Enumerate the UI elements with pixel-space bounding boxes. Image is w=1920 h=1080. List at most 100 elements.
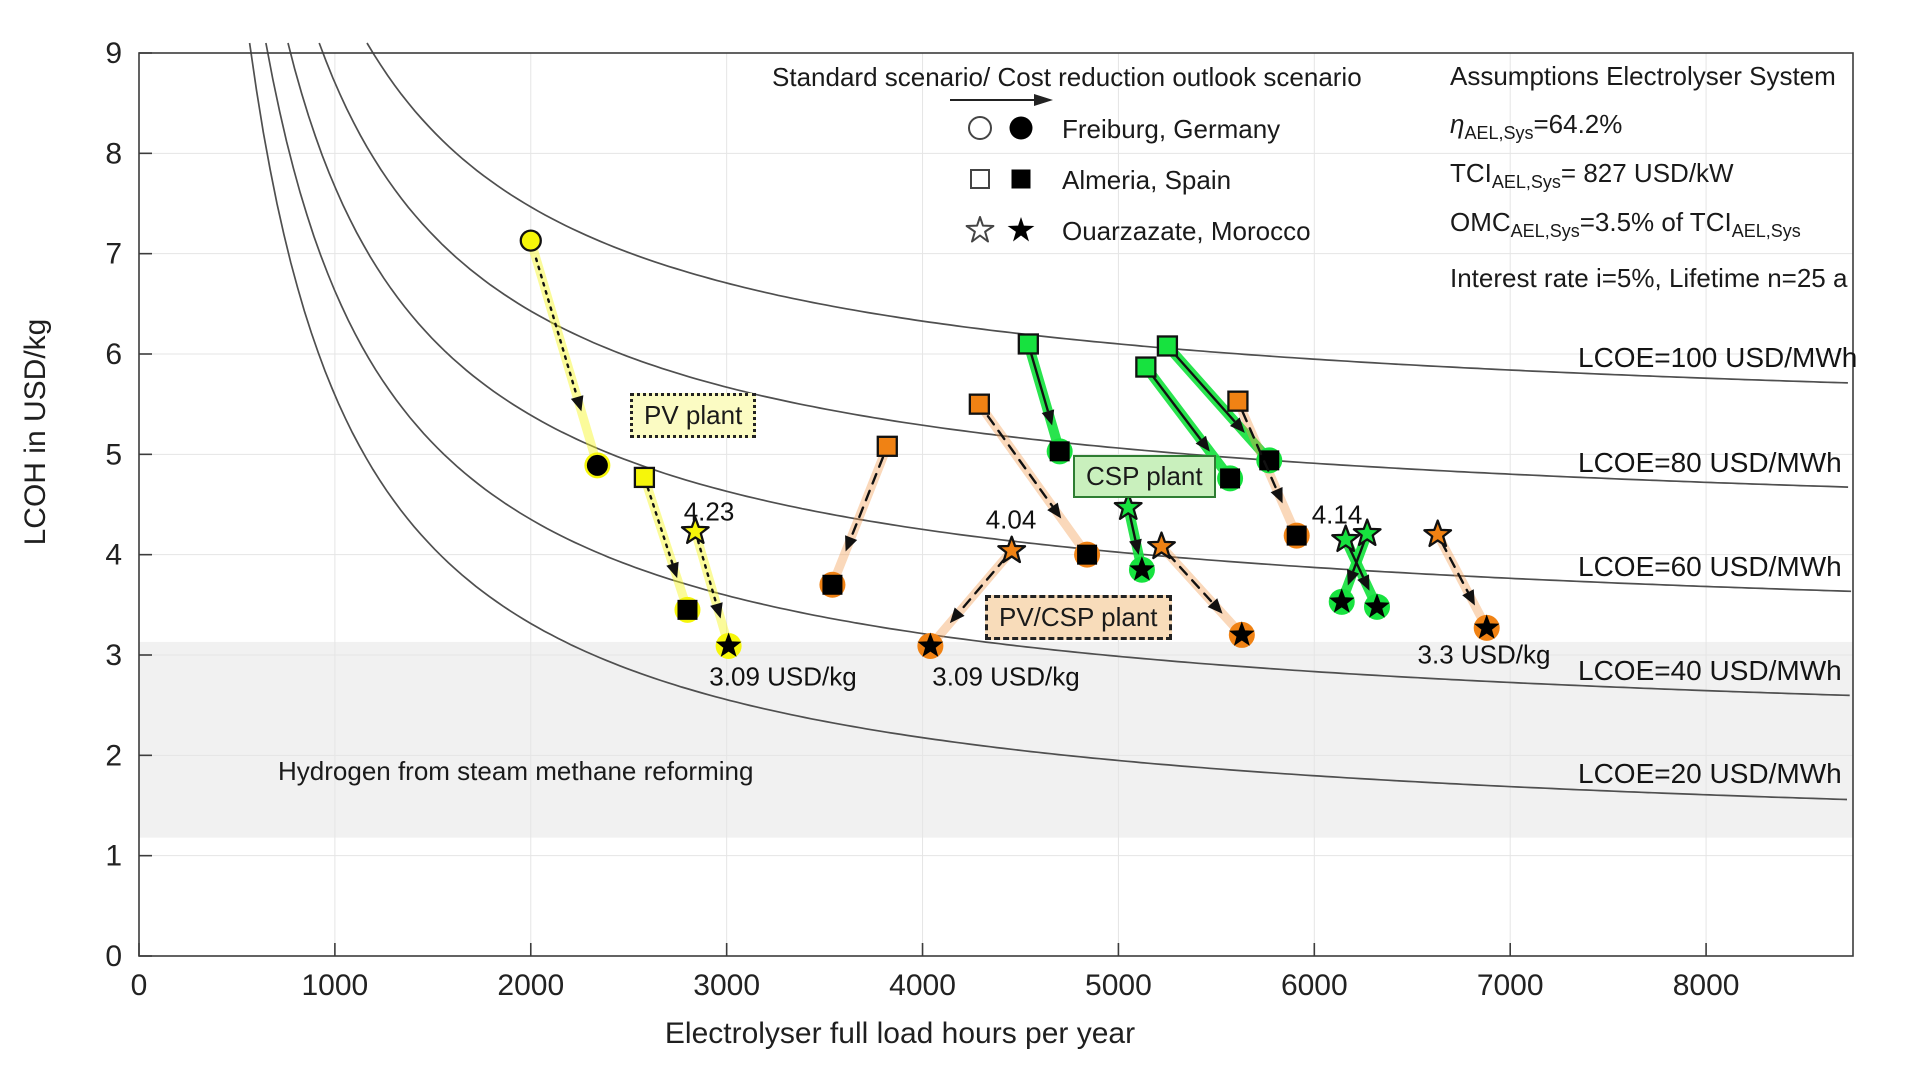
scenario-arrow-dashed bbox=[1440, 540, 1470, 594]
smr-band bbox=[139, 641, 1853, 838]
x-tick-label: 7000 bbox=[1477, 969, 1544, 1002]
x-tick-label: 0 bbox=[131, 969, 148, 1002]
x-tick-label: 1000 bbox=[302, 969, 369, 1002]
outlook-marker-square bbox=[1077, 544, 1098, 565]
scenario-arrow-solid bbox=[1151, 375, 1202, 441]
iso-curve-lcoe-80 bbox=[318, 42, 1849, 488]
scenario-arrow-solid bbox=[1347, 544, 1365, 578]
scenario-arrow-dashed bbox=[1166, 552, 1214, 604]
x-tick-label: 6000 bbox=[1281, 969, 1348, 1002]
iso-curve-lcoe-60 bbox=[287, 42, 1852, 593]
scenario-arrowhead bbox=[949, 607, 965, 624]
annotation-csp-star-standard: 4.14 bbox=[1311, 499, 1363, 530]
annotation-pvcsp-star-outlook-right: 3.3 USD/kg bbox=[1417, 639, 1551, 670]
axes-box bbox=[138, 52, 1854, 957]
scenario-arrowhead bbox=[1041, 409, 1055, 426]
outlook-marker-circle bbox=[586, 454, 608, 476]
y-tick-label: 6 bbox=[105, 338, 122, 371]
outlook-marker-square bbox=[1049, 441, 1070, 462]
scenario-arrowhead bbox=[666, 561, 679, 579]
lcoe-100-label: LCOE=100 USD/MWh bbox=[1578, 342, 1858, 373]
scenario-arrowhead bbox=[1229, 417, 1245, 433]
standard-marker-star bbox=[997, 535, 1027, 564]
x-tick-label: 3000 bbox=[693, 969, 760, 1002]
y-tick-label: 7 bbox=[105, 238, 122, 271]
standard-marker-square bbox=[1135, 356, 1157, 378]
standard-marker-star bbox=[680, 516, 710, 545]
x-tick-label: 4000 bbox=[889, 969, 956, 1002]
scenario-arrow-dotted bbox=[534, 257, 579, 399]
scenario-arrowhead bbox=[1207, 598, 1223, 614]
scenario-arrowhead bbox=[1129, 538, 1142, 555]
y-tick-label: 1 bbox=[105, 840, 122, 873]
outlook-marker-star bbox=[1129, 556, 1155, 581]
scenario-arrow-solid bbox=[1029, 352, 1050, 412]
standard-marker-square bbox=[1017, 333, 1039, 355]
outlook-marker-star bbox=[1473, 614, 1500, 639]
outlook-marker-square bbox=[1259, 450, 1280, 471]
circle-filled-icon bbox=[1009, 116, 1033, 140]
standard-marker-square bbox=[633, 466, 656, 489]
y-tick-label: 3 bbox=[105, 639, 122, 672]
outlook-marker-square bbox=[677, 599, 698, 620]
pv-csp-plant-label: PV/CSP plant bbox=[985, 595, 1172, 640]
y-tick-label: 2 bbox=[105, 739, 122, 772]
standard-marker-star bbox=[1423, 519, 1453, 548]
arrow-right-icon bbox=[950, 94, 1053, 106]
scenario-arrow-solid bbox=[1128, 512, 1137, 541]
scenario-arrowhead bbox=[570, 395, 584, 412]
annotation-pv-star-outlook: 3.09 USD/kg bbox=[709, 661, 857, 692]
legend-item-ouarzazate: Ouarzazate, Morocco bbox=[1062, 216, 1311, 246]
outlook-marker-star bbox=[1328, 588, 1355, 613]
scenario-arrow-dashed bbox=[958, 557, 1007, 613]
annotation-pvcsp-star-standard: 4.04 bbox=[985, 504, 1037, 535]
iso-curve-lcoe-40 bbox=[265, 42, 1850, 697]
outlook-marker-star bbox=[1364, 593, 1390, 618]
y-tick-label: 9 bbox=[105, 37, 122, 70]
outlook-marker-star bbox=[917, 632, 944, 657]
scenario-arrow-dashed bbox=[849, 456, 885, 539]
scenario-arrowhead bbox=[710, 602, 723, 619]
lcoe-80-label: LCOE=80 USD/MWh bbox=[1578, 447, 1842, 478]
scenario-arrow-dashed bbox=[986, 415, 1054, 508]
scenario-arrowhead bbox=[1357, 574, 1370, 591]
square-filled-icon bbox=[1011, 169, 1031, 189]
outlook-marker-square bbox=[1220, 468, 1241, 489]
lcoe-60-label: LCOE=60 USD/MWh bbox=[1578, 551, 1842, 582]
scenario-arrow-solid bbox=[1174, 354, 1236, 423]
annotation-pv-star-standard: 4.23 bbox=[683, 496, 735, 527]
standard-marker-square bbox=[876, 435, 898, 457]
x-tick-label: 8000 bbox=[1673, 969, 1740, 1002]
outlook-marker-square bbox=[822, 574, 843, 595]
lcoe-40-label: LCOE=40 USD/MWh bbox=[1578, 655, 1842, 686]
assumptions-heading: Assumptions Electrolyser System bbox=[1450, 61, 1836, 91]
assumption-finance: Interest rate i=5%, Lifetime n=25 a bbox=[1450, 263, 1848, 293]
scenario-arrow-solid bbox=[1351, 538, 1367, 572]
iso-curve-lcoe-20 bbox=[248, 42, 1848, 801]
scenario-arrowhead bbox=[1462, 589, 1475, 606]
standard-marker-circle bbox=[519, 229, 542, 252]
legend-item-freiburg: Freiburg, Germany bbox=[1062, 114, 1281, 144]
standard-marker-square bbox=[968, 393, 990, 415]
standard-marker-star bbox=[1113, 492, 1143, 520]
star-filled-icon bbox=[1007, 217, 1035, 242]
outlook-marker-star bbox=[715, 632, 742, 657]
outlook-marker-star bbox=[1229, 621, 1255, 646]
scenario-arrowhead bbox=[1270, 486, 1283, 504]
assumption-tci: TCIAEL,Sys= 827 USD/kW bbox=[1450, 158, 1734, 193]
annotation-pvcsp-star-outlook: 3.09 USD/kg bbox=[932, 661, 1080, 692]
y-axis-label: LCOH in USD/kg bbox=[19, 318, 52, 546]
smr-band-label: Hydrogen from steam methane reforming bbox=[278, 756, 754, 786]
circle-open-icon bbox=[968, 116, 992, 140]
assumption-omc: OMCAEL,Sys=3.5% of TCIAEL,Sys bbox=[1450, 207, 1801, 242]
y-tick-label: 4 bbox=[105, 539, 122, 572]
scenario-arrow-dotted bbox=[696, 539, 718, 606]
y-tick-label: 8 bbox=[105, 137, 122, 170]
y-tick-label: 5 bbox=[105, 438, 122, 471]
star-open-icon bbox=[965, 216, 995, 243]
csp-plant-label: CSP plant bbox=[1073, 455, 1216, 498]
standard-marker-square bbox=[1156, 335, 1179, 357]
pv-plant-label: PV plant bbox=[630, 393, 757, 438]
